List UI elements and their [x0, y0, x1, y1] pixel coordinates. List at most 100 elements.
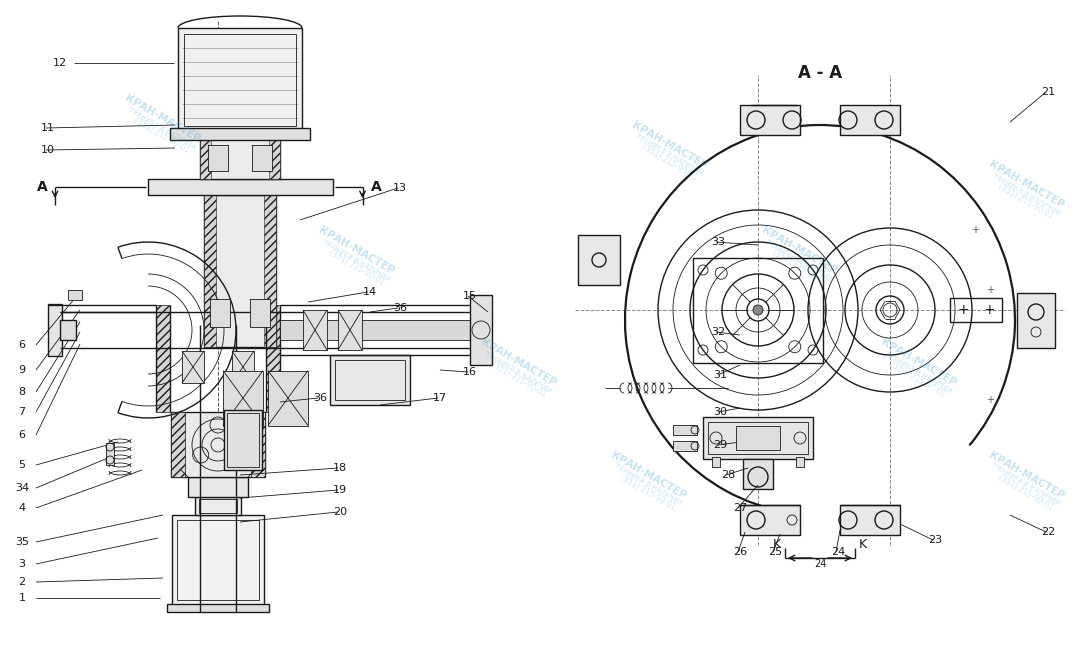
Text: K: K — [859, 537, 867, 550]
Bar — [106, 443, 114, 465]
Text: КРАН-МАСТЕР: КРАН-МАСТЕР — [318, 225, 395, 277]
Bar — [280, 320, 490, 340]
Text: (351) 215-90-01: (351) 215-90-01 — [770, 248, 828, 287]
Bar — [170, 128, 310, 140]
Text: техника в наличии: техника в наличии — [321, 237, 392, 283]
Bar — [1017, 292, 1055, 348]
Polygon shape — [264, 195, 276, 347]
Text: 5: 5 — [18, 460, 26, 470]
Text: 17: 17 — [433, 393, 447, 403]
Text: +: + — [971, 225, 978, 235]
Polygon shape — [156, 305, 170, 412]
Bar — [48, 304, 62, 356]
Text: 35: 35 — [15, 537, 29, 547]
Bar — [735, 426, 780, 450]
Text: 19: 19 — [333, 485, 347, 495]
Text: 1: 1 — [18, 593, 26, 603]
Text: 14: 14 — [363, 287, 377, 297]
Bar — [840, 505, 900, 535]
Text: 30: 30 — [713, 407, 727, 417]
Text: 9: 9 — [18, 365, 26, 375]
Bar — [167, 604, 269, 612]
Polygon shape — [266, 305, 280, 412]
Text: техника в наличии: техника в наличии — [882, 349, 954, 395]
Bar — [199, 499, 237, 513]
Text: +: + — [986, 395, 994, 405]
Text: КРАН-МАСТЕР: КРАН-МАСТЕР — [480, 337, 557, 389]
Bar — [712, 457, 720, 467]
Text: (351) 215-90-01: (351) 215-90-01 — [327, 248, 386, 287]
Text: 7: 7 — [18, 407, 26, 417]
Text: 6: 6 — [18, 430, 26, 440]
Text: 4: 4 — [18, 503, 26, 513]
Bar — [578, 235, 620, 285]
Text: (351) 215-90-01: (351) 215-90-01 — [489, 360, 548, 399]
Text: техника в наличии: техника в наличии — [990, 461, 1062, 508]
Bar — [232, 351, 254, 383]
Text: 11: 11 — [41, 123, 55, 133]
Text: 36: 36 — [393, 303, 407, 313]
Bar — [183, 351, 204, 383]
Text: (351) 215-90-01: (351) 215-90-01 — [133, 116, 191, 155]
Polygon shape — [269, 130, 280, 179]
Text: 6: 6 — [18, 340, 26, 350]
Bar — [338, 310, 362, 350]
Bar — [673, 441, 697, 451]
Text: техника в наличии: техника в наличии — [612, 461, 684, 508]
Text: 29: 29 — [713, 440, 727, 450]
Bar — [335, 360, 405, 400]
Text: 3: 3 — [18, 559, 26, 569]
Text: 21: 21 — [1041, 87, 1055, 97]
Bar — [303, 310, 327, 350]
Circle shape — [753, 305, 762, 315]
Text: 26: 26 — [733, 547, 747, 557]
Text: 15: 15 — [463, 291, 477, 301]
Bar — [708, 422, 808, 454]
Text: (351) 215-90-01: (351) 215-90-01 — [997, 473, 1055, 512]
Text: техника в наличии: техника в наличии — [126, 105, 198, 151]
Text: (351) 215-90-01: (351) 215-90-01 — [997, 182, 1055, 221]
Bar — [68, 290, 82, 300]
Text: +: + — [957, 303, 969, 317]
Text: 10: 10 — [41, 145, 55, 155]
Text: техника в наличии: техника в наличии — [483, 349, 554, 395]
Bar — [171, 412, 265, 477]
Text: (351) 215-90-01: (351) 215-90-01 — [640, 143, 699, 182]
Text: 33: 33 — [711, 237, 725, 247]
Bar — [200, 130, 280, 179]
Bar — [796, 457, 804, 467]
Bar — [840, 105, 900, 135]
Polygon shape — [171, 412, 185, 477]
Bar — [950, 298, 1002, 322]
Bar — [470, 295, 492, 365]
Text: КРАН-МАСТЕР: КРАН-МАСТЕР — [987, 159, 1065, 211]
Bar — [268, 370, 308, 426]
Text: K: K — [773, 537, 781, 550]
Polygon shape — [204, 195, 216, 347]
Bar — [740, 505, 800, 535]
Bar — [249, 299, 270, 327]
Text: 31: 31 — [713, 370, 727, 380]
Text: 25: 25 — [768, 547, 782, 557]
Bar — [172, 515, 264, 605]
Text: A - A: A - A — [798, 64, 842, 82]
Polygon shape — [148, 179, 333, 195]
Text: (351) 215-90-01: (351) 215-90-01 — [889, 360, 947, 399]
Text: КРАН-МАСТЕР: КРАН-МАСТЕР — [760, 225, 838, 277]
Text: КРАН-МАСТЕР: КРАН-МАСТЕР — [987, 449, 1065, 501]
Text: КРАН-МАСТЕР: КРАН-МАСТЕР — [631, 119, 708, 171]
Text: 23: 23 — [928, 535, 942, 545]
Text: +: + — [983, 303, 995, 317]
Text: 24: 24 — [814, 559, 826, 569]
Text: 16: 16 — [463, 367, 477, 377]
Text: техника в наличии: техника в наличии — [634, 131, 705, 178]
Bar — [208, 145, 228, 171]
Text: КРАН-МАСТЕР: КРАН-МАСТЕР — [123, 93, 201, 145]
Bar — [743, 459, 773, 489]
Bar — [227, 413, 259, 467]
Text: A: A — [372, 180, 382, 194]
Text: 18: 18 — [333, 463, 347, 473]
Text: 8: 8 — [18, 387, 26, 397]
Text: A: A — [37, 180, 48, 194]
Text: техника в наличии: техника в наличии — [764, 237, 835, 283]
